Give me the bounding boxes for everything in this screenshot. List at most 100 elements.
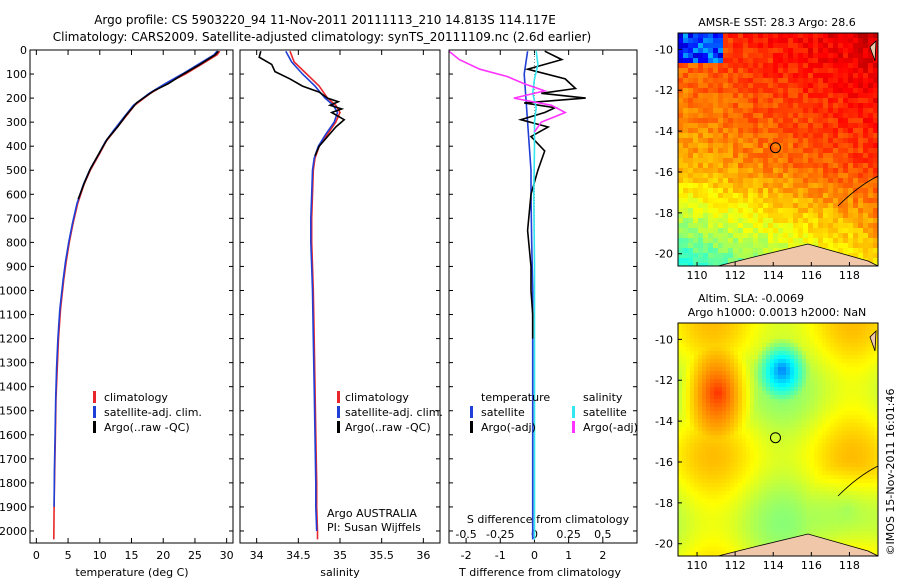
map-cell bbox=[814, 527, 819, 532]
map-cell bbox=[698, 503, 703, 508]
map-cell bbox=[733, 83, 739, 89]
map-cell bbox=[738, 515, 743, 520]
map-cell bbox=[858, 188, 864, 194]
map-cell bbox=[702, 463, 707, 468]
map-cell bbox=[753, 88, 759, 94]
map-cell bbox=[802, 439, 807, 444]
map-cell bbox=[763, 183, 769, 189]
map-cell bbox=[826, 443, 831, 448]
map-cell bbox=[822, 387, 827, 392]
map-cell bbox=[833, 208, 839, 214]
map-cell bbox=[810, 459, 815, 464]
map-cell bbox=[694, 351, 699, 356]
map-cell bbox=[718, 519, 723, 524]
map-cell bbox=[754, 423, 759, 428]
map-cell bbox=[833, 58, 839, 64]
map-cell bbox=[706, 523, 711, 528]
map-cell bbox=[783, 138, 789, 144]
map-cell bbox=[690, 323, 695, 328]
map-cell bbox=[828, 88, 834, 94]
map-cell bbox=[698, 168, 704, 174]
map-cell bbox=[686, 383, 691, 388]
map-cell bbox=[726, 503, 731, 508]
map-cell bbox=[750, 539, 755, 544]
map-cell bbox=[838, 503, 843, 508]
map-cell bbox=[866, 455, 871, 460]
map-cell bbox=[698, 335, 703, 340]
map-cell bbox=[798, 343, 803, 348]
map-cell bbox=[798, 335, 803, 340]
map-cell bbox=[733, 218, 739, 224]
map-cell bbox=[814, 523, 819, 528]
map-cell bbox=[708, 183, 714, 189]
map-cell bbox=[846, 375, 851, 380]
map-cell bbox=[750, 371, 755, 376]
map-cell bbox=[758, 223, 764, 229]
map-cell bbox=[794, 395, 799, 400]
y-tick-label: 300 bbox=[6, 116, 27, 129]
map-cell bbox=[858, 339, 863, 344]
map-cell bbox=[678, 123, 684, 129]
map-cell bbox=[853, 163, 859, 169]
map-cell bbox=[806, 447, 811, 452]
map-cell bbox=[713, 203, 719, 209]
map-cell bbox=[758, 375, 763, 380]
map-cell bbox=[786, 475, 791, 480]
map-cell bbox=[783, 98, 789, 104]
map-cell bbox=[722, 519, 727, 524]
map-cell bbox=[686, 503, 691, 508]
map-cell bbox=[718, 479, 723, 484]
map-cell bbox=[793, 108, 799, 114]
map-cell bbox=[838, 411, 843, 416]
map-cell bbox=[698, 359, 703, 364]
map-cell bbox=[753, 83, 759, 89]
map-cell bbox=[718, 193, 724, 199]
map-cell bbox=[726, 515, 731, 520]
map-cell bbox=[703, 103, 709, 109]
map-cell bbox=[726, 487, 731, 492]
map-cell bbox=[794, 443, 799, 448]
map-cell bbox=[733, 53, 739, 59]
map-cell bbox=[730, 519, 735, 524]
map-cell bbox=[874, 495, 878, 500]
map-cell bbox=[814, 479, 819, 484]
map-cell bbox=[718, 233, 724, 239]
map-cell bbox=[768, 188, 774, 194]
map-cell bbox=[786, 519, 791, 524]
map-cell bbox=[778, 228, 784, 234]
map-cell bbox=[874, 535, 878, 540]
map-cell bbox=[698, 108, 704, 114]
map-cell bbox=[718, 495, 723, 500]
map-cell bbox=[810, 487, 815, 492]
map-cell bbox=[842, 535, 847, 540]
map-cell bbox=[693, 228, 699, 234]
map-cell bbox=[806, 483, 811, 488]
map-cell bbox=[774, 387, 779, 392]
map-cell bbox=[722, 419, 727, 424]
map-cell bbox=[690, 443, 695, 448]
map-cell bbox=[778, 168, 784, 174]
map-cell bbox=[718, 228, 724, 234]
map-cell bbox=[778, 523, 783, 528]
map-cell bbox=[853, 203, 859, 209]
map-cell bbox=[726, 399, 731, 404]
x-tick-label: 118 bbox=[839, 269, 860, 282]
map-cell bbox=[678, 543, 683, 548]
map-cell bbox=[682, 415, 687, 420]
map-cell bbox=[690, 527, 695, 532]
map-cell bbox=[710, 535, 715, 540]
map-cell bbox=[868, 73, 874, 79]
map-cell bbox=[698, 63, 704, 69]
map-cell bbox=[870, 531, 875, 536]
map-cell bbox=[823, 183, 829, 189]
map-cell bbox=[826, 527, 831, 532]
map-cell bbox=[710, 375, 715, 380]
map-cell bbox=[806, 399, 811, 404]
map-cell bbox=[738, 519, 743, 524]
map-cell bbox=[763, 173, 769, 179]
map-cell bbox=[746, 535, 751, 540]
map-cell bbox=[734, 371, 739, 376]
map-cell bbox=[770, 527, 775, 532]
map-cell bbox=[854, 519, 859, 524]
map-cell bbox=[750, 527, 755, 532]
